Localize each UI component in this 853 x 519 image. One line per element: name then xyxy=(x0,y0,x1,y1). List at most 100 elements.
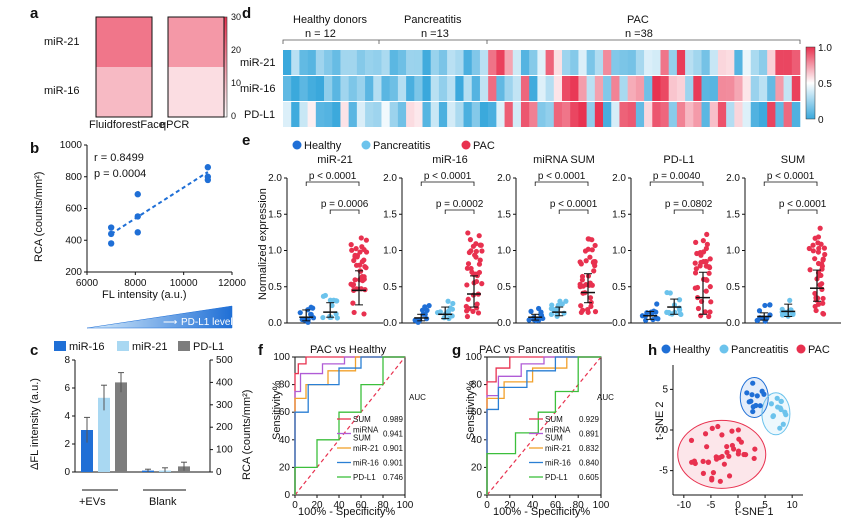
h-point-pac xyxy=(735,427,741,433)
e-bracket-bottom xyxy=(558,209,589,214)
e-point-pac xyxy=(464,313,471,320)
d-cell-1-46 xyxy=(660,76,669,101)
d-cell-1-12 xyxy=(381,76,390,101)
e-point-pancreatitis xyxy=(676,297,683,303)
d-cell-1-35 xyxy=(570,76,579,101)
heatmap-a-frame-1 xyxy=(95,16,153,118)
d-cell-1-54 xyxy=(726,76,735,101)
d-cell-0-53 xyxy=(717,50,727,75)
h-point-pac xyxy=(726,473,733,479)
d-cell-1-26 xyxy=(496,76,505,101)
e-ytick-label: 0.5 xyxy=(268,282,282,293)
e-ytick-label: 1.5 xyxy=(612,209,626,220)
d-cell-2-20 xyxy=(447,102,456,127)
g-xtick-label: 0 xyxy=(484,500,490,511)
d-cell-2-51 xyxy=(701,102,711,127)
e-point-pac xyxy=(465,230,471,236)
d-cell-0-16 xyxy=(414,50,423,75)
generated-chart-marks: 6000 8000 10000 120002004006008001000024680… xyxy=(60,16,841,511)
c-legend-pdl1: PD-L1 xyxy=(193,341,224,353)
d-cell-2-45 xyxy=(652,102,661,127)
g-ytick-label: 60 xyxy=(471,407,483,418)
d-cell-1-23 xyxy=(471,76,481,101)
e-point-pac xyxy=(693,266,699,272)
e-point-pac xyxy=(807,267,813,273)
h-point-pac xyxy=(700,470,707,476)
d-cell-1-8 xyxy=(348,76,358,101)
h-legend-dot-pac xyxy=(796,344,806,354)
e-point-healthy xyxy=(648,309,654,315)
h-point-pac xyxy=(741,451,747,458)
h-point-healthy xyxy=(754,393,760,399)
d-cell-1-20 xyxy=(447,76,456,101)
d-cell-0-37 xyxy=(586,50,596,75)
g-diagonal xyxy=(486,356,602,496)
d-cell-0-21 xyxy=(455,50,464,75)
e-ytick-label: 1.5 xyxy=(497,209,511,220)
e-point-pancreatitis xyxy=(554,313,560,319)
e-p-bottom: p = 0.0006 xyxy=(321,199,369,210)
e-point-pac xyxy=(467,237,474,243)
d-cell-2-9 xyxy=(356,102,366,127)
c-ytick-left-label: 2 xyxy=(64,439,70,450)
h-xlabel: t-SNE 1 xyxy=(735,506,774,518)
h-xtick-label: -10 xyxy=(677,500,692,511)
d-cell-0-4 xyxy=(315,50,325,75)
panel-label-e: e xyxy=(242,132,250,149)
panel-label-f: f xyxy=(258,342,264,359)
d-cell-0-52 xyxy=(709,50,719,75)
h-point-healthy xyxy=(753,402,759,409)
heatmap-a-row-mir16: miR-16 xyxy=(44,85,79,97)
h-point-pac xyxy=(752,446,758,452)
b-ytick-label: 1000 xyxy=(60,140,83,151)
e-point-pac xyxy=(812,303,818,310)
b-ytick-label: 600 xyxy=(65,204,82,215)
e-point-pac xyxy=(465,261,472,267)
g-legend-auc: 0.832 xyxy=(579,444,600,453)
h-point-pac xyxy=(724,443,730,450)
d-cb-05: 0.5 xyxy=(818,79,832,90)
e-legend-dot-pancreatitis xyxy=(361,140,371,150)
f-roc-mirna-sum xyxy=(294,356,405,495)
e-point-pancreatitis xyxy=(550,306,556,312)
e-ytick-label: 0.0 xyxy=(383,318,397,329)
e-point-pac xyxy=(815,240,821,246)
d-cell-2-32 xyxy=(545,102,555,127)
e-point-pac xyxy=(820,310,826,317)
h-point-pancreatitis xyxy=(774,395,780,401)
d-cell-0-26 xyxy=(496,50,505,75)
d-cell-0-3 xyxy=(307,50,317,75)
d-cell-2-28 xyxy=(512,102,522,127)
d-cell-0-22 xyxy=(463,50,473,75)
g-roc-mir-21 xyxy=(486,356,601,495)
b-ytick-label: 800 xyxy=(65,172,82,183)
heatmap-a-cb-0: 0 xyxy=(231,111,236,121)
d-cell-1-19 xyxy=(438,76,448,101)
b-fit-line xyxy=(110,171,209,235)
d-cell-1-15 xyxy=(406,76,415,101)
h-xtick-label: 10 xyxy=(787,500,799,511)
d-cell-1-50 xyxy=(693,76,702,101)
e-p-bottom: p = 0.0802 xyxy=(665,199,713,210)
e-point-pac xyxy=(815,295,821,301)
d-cell-2-17 xyxy=(422,102,432,127)
d-cell-2-16 xyxy=(414,102,423,127)
e-point-pancreatitis xyxy=(677,307,683,313)
d-cell-2-31 xyxy=(537,102,546,127)
e-ytick-label: 0.5 xyxy=(383,282,397,293)
e-p-top: p < 0.0001 xyxy=(424,171,472,182)
c-ytick-right-label: 0 xyxy=(216,467,222,478)
e-point-pac xyxy=(816,272,822,279)
d-cell-1-29 xyxy=(520,76,530,101)
g-auc-header: AUC xyxy=(597,393,614,402)
h-point-healthy xyxy=(757,403,763,409)
panel-b-scatter: r = 0.8499 p = 0.0004 RCA (counts/mm²) F… xyxy=(33,145,233,329)
e-point-pac xyxy=(352,277,358,283)
g-ylabel: Sensitivity% xyxy=(465,380,477,440)
e-legend-healthy: Healthy xyxy=(304,140,342,152)
g-roc-pd-l1 xyxy=(486,356,601,495)
d-cell-2-13 xyxy=(389,102,399,127)
e-p-top: p < 0.0001 xyxy=(538,171,586,182)
panel-f-roc: PAC vs Healthy Sensitivity% 100% - Speci… xyxy=(271,344,426,518)
e-point-healthy xyxy=(756,308,763,314)
